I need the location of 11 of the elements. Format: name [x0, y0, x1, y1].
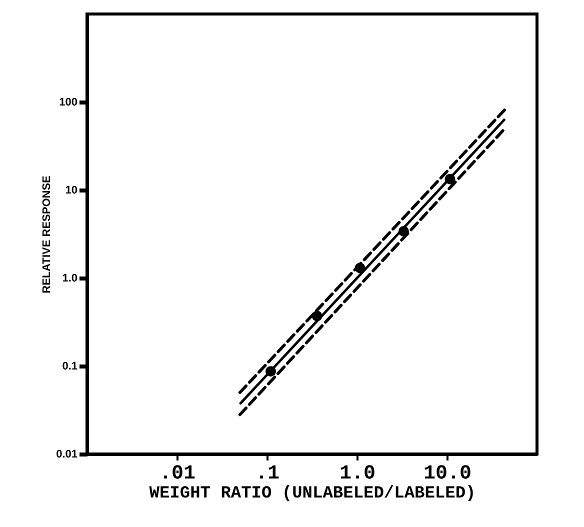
x-tick-label: 1.0: [339, 462, 376, 486]
y-tick-label: 0.1: [62, 360, 78, 372]
y-tick-label: 1.0: [62, 272, 78, 284]
x-tick-label: 10.0: [423, 462, 472, 486]
x-tick-label: .1: [255, 462, 280, 486]
x-axis-title: WEIGHT RATIO (UNLABELED/LABELED): [149, 484, 476, 504]
y-tick-label: 100: [59, 96, 78, 108]
y-tick-label: 10: [65, 184, 78, 196]
y-axis-title: RELATIVE RESPONSE: [41, 176, 54, 294]
y-tick-label: 0.01: [56, 448, 78, 460]
x-tick-label: .01: [159, 462, 196, 486]
